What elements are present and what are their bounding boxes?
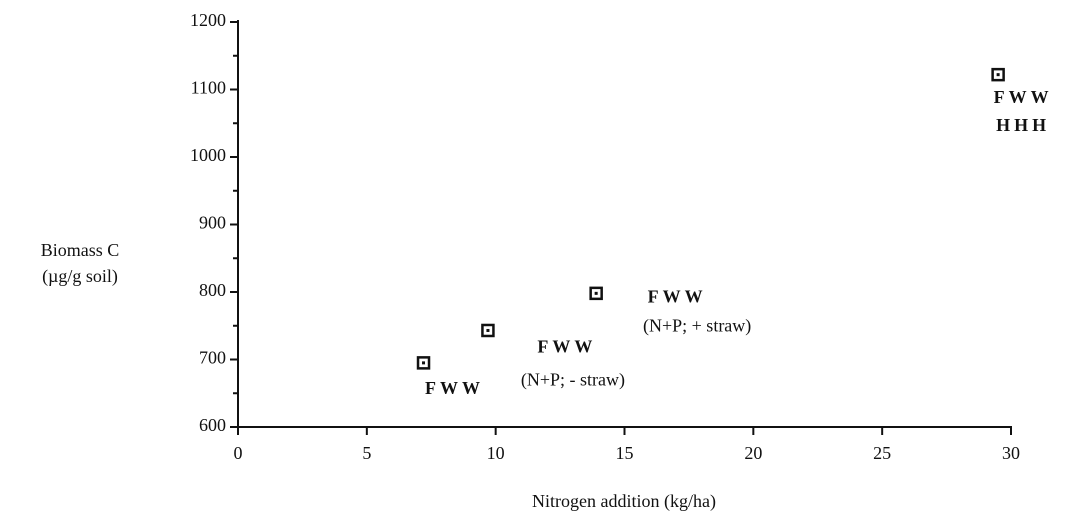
point-label: FWW	[425, 378, 484, 398]
x-tick-label: 30	[1002, 443, 1020, 463]
point	[416, 356, 431, 370]
point-center	[486, 328, 490, 332]
point	[481, 323, 495, 338]
x-tick-label: 15	[616, 443, 634, 463]
y-axis-label: Biomass C	[41, 240, 120, 260]
x-tick-label: 25	[873, 443, 891, 463]
x-tick-label: 5	[362, 443, 371, 463]
point-label: FWW	[994, 87, 1053, 107]
point-label: (N+P; + straw)	[643, 315, 751, 336]
y-tick-label: 700	[199, 348, 226, 368]
point-label: FWW	[537, 337, 596, 357]
point	[991, 67, 1005, 82]
point-center	[422, 361, 426, 365]
y-tick-label: 1000	[190, 145, 226, 165]
point-label: (N+P; - straw)	[521, 370, 625, 391]
point-center	[594, 291, 598, 295]
y-tick-label: 600	[199, 415, 226, 435]
x-axis-label: Nitrogen addition (kg/ha)	[532, 491, 716, 512]
y-axis-label: (µg/g soil)	[42, 266, 118, 287]
y-tick-label: 900	[199, 213, 226, 233]
point-label: HHH	[996, 115, 1050, 135]
y-tick-label: 800	[199, 280, 226, 300]
x-tick-label: 20	[744, 443, 762, 463]
x-tick-label: 10	[487, 443, 505, 463]
x-tick-label: 0	[234, 443, 243, 463]
y-tick-label: 1200	[190, 10, 226, 30]
point	[589, 286, 603, 301]
point-center	[996, 73, 1000, 77]
y-tick-label: 1100	[191, 78, 226, 98]
point-label: FWW	[648, 286, 707, 306]
